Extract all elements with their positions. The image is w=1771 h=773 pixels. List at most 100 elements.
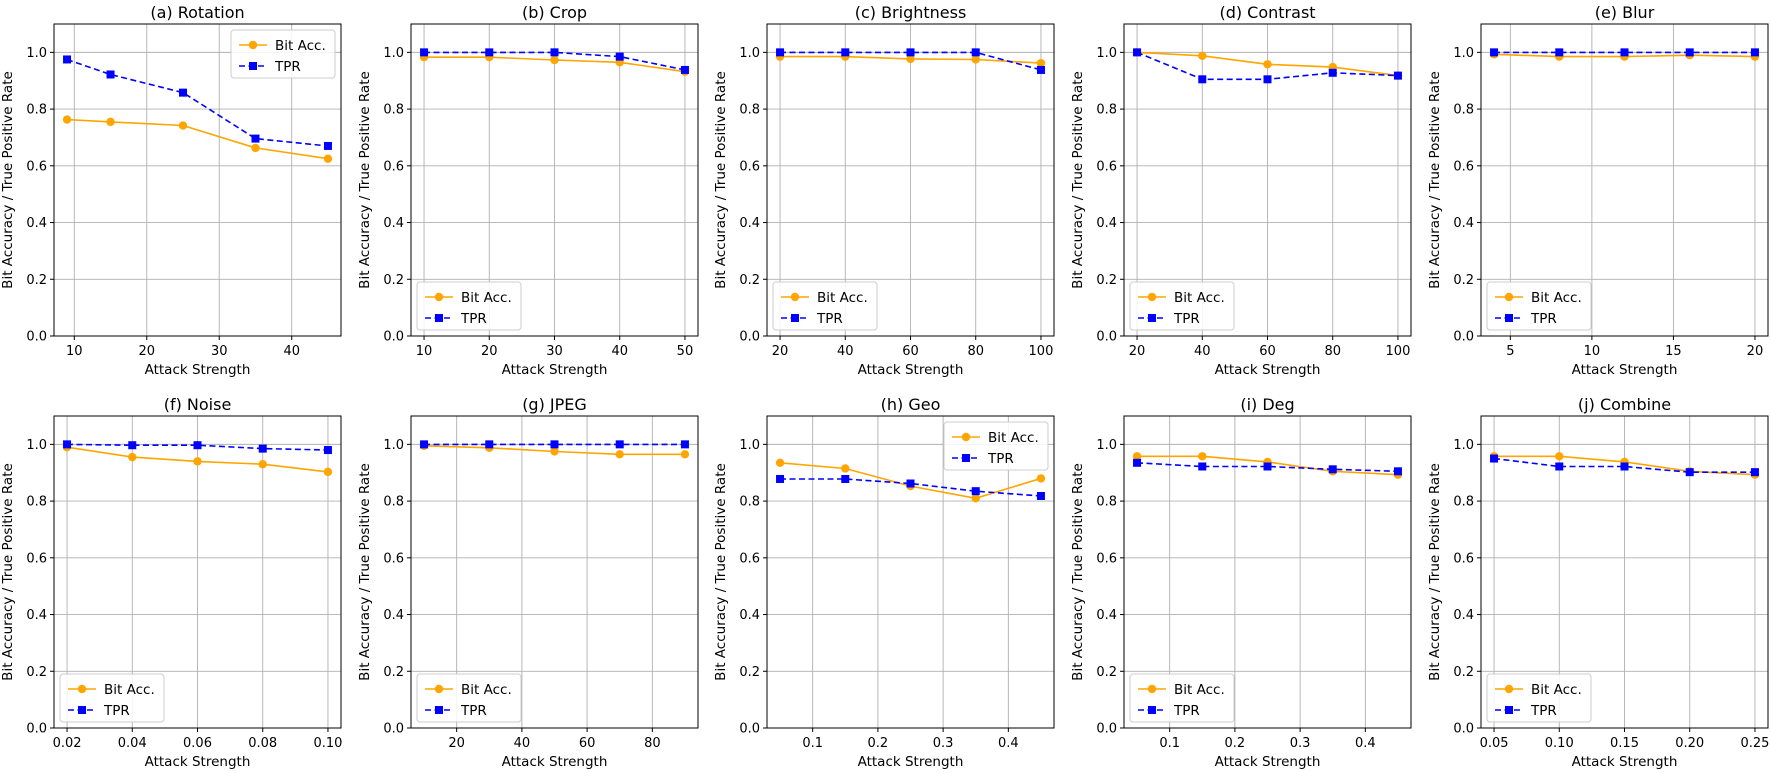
bit-acc-point (971, 494, 980, 503)
tpr-point (1198, 462, 1207, 471)
x-tick-label: 0.10 (1545, 736, 1574, 751)
y-tick-label: 0.2 (383, 665, 404, 680)
y-tick-label: 0.0 (1453, 722, 1474, 737)
y-tick-label: 0.0 (739, 330, 760, 345)
bit-acc-point (1555, 452, 1564, 461)
tpr-point (615, 52, 624, 61)
tpr-legend-label: TPR (460, 703, 487, 719)
tpr-point (128, 441, 137, 450)
y-tick-label: 1.0 (383, 438, 404, 453)
x-axis-label: Attack Strength (502, 754, 608, 770)
y-tick-label: 0.0 (739, 722, 760, 737)
y-tick-label: 1.0 (1453, 438, 1474, 453)
tpr-point (193, 441, 202, 450)
y-axis-label: Bit Accuracy / True Positive Rate (713, 463, 729, 681)
x-axis-label: Attack Strength (145, 754, 251, 770)
x-tick-label: 20 (1747, 344, 1764, 359)
x-axis-label: Attack Strength (858, 362, 964, 378)
x-tick-label: 0.3 (933, 736, 954, 751)
tpr-legend-marker (1505, 706, 1513, 714)
tpr-point (680, 65, 689, 74)
x-axis-label: Attack Strength (502, 362, 608, 378)
y-tick-label: 0.6 (1453, 159, 1474, 174)
x-axis-label: Attack Strength (1215, 362, 1321, 378)
tpr-point (776, 48, 785, 57)
subplot-title: (j) Combine (1578, 395, 1671, 414)
tpr-point (680, 440, 689, 449)
bit-acc-point (1036, 474, 1046, 483)
legend: Bit Acc. TPR (1486, 673, 1592, 723)
x-axis-label: Attack Strength (1572, 754, 1678, 770)
tpr-legend-marker (791, 314, 799, 322)
bit-acc-point (128, 452, 137, 462)
plot-frame (766, 23, 1055, 337)
bit-acc-point (1036, 58, 1046, 68)
x-tick-label: 30 (546, 344, 563, 359)
y-axis-label: Bit Accuracy / True Positive Rate (1427, 463, 1443, 681)
tpr-point (1328, 465, 1337, 474)
y-tick-label: 0.2 (1453, 273, 1474, 288)
tpr-legend-marker (435, 706, 443, 714)
subplot-10: 0.0 0.2 0.4 0.6 0.8 1.0 0.05 0.10 0.15 0.20 0.25 (j… (1427, 395, 1769, 770)
x-axis-label: Attack Strength (1572, 362, 1678, 378)
y-tick-label: 0.4 (739, 216, 760, 231)
bit-acc-point (323, 154, 333, 163)
x-tick-label: 60 (902, 344, 919, 359)
y-tick-label: 0.4 (1096, 216, 1117, 231)
y-tick-label: 1.0 (383, 46, 404, 61)
y-tick-label: 0.2 (739, 273, 760, 288)
x-tick-label: 40 (611, 344, 628, 359)
y-tick-label: 0.8 (1096, 495, 1117, 510)
legend: Bit Acc. TPR (416, 673, 522, 723)
tpr-point (971, 487, 980, 496)
x-tick-label: 30 (211, 344, 228, 359)
x-tick-label: 20 (1129, 344, 1146, 359)
y-tick-label: 0.2 (383, 273, 404, 288)
bit-acc-point (62, 115, 72, 124)
x-tick-label: 10 (1584, 344, 1601, 359)
bit-acc-point (178, 121, 188, 130)
subplot-title: (a) Rotation (150, 3, 244, 22)
y-tick-label: 1.0 (1453, 46, 1474, 61)
y-tick-label: 0.6 (739, 551, 760, 566)
y-tick-label: 0.4 (1453, 216, 1474, 231)
tpr-point (485, 48, 494, 57)
tpr-point (971, 48, 980, 57)
tpr-point (1393, 71, 1402, 80)
bit-acc-point (550, 447, 559, 456)
y-tick-label: 0.0 (26, 722, 47, 737)
subplot-title: (f) Noise (164, 395, 232, 414)
x-tick-label: 0.2 (1225, 736, 1246, 751)
tpr-line (66, 58, 329, 147)
bit-acc-legend-label: Bit Acc. (1531, 290, 1582, 306)
tpr-legend-label: TPR (274, 59, 301, 75)
plot-frame (1123, 23, 1412, 337)
y-axis-label: Bit Accuracy / True Positive Rate (357, 463, 373, 681)
x-tick-label: 80 (967, 344, 984, 359)
bit-acc-point (1198, 452, 1207, 461)
x-tick-label: 40 (837, 344, 854, 359)
tpr-point (420, 48, 429, 57)
y-tick-label: 0.4 (26, 608, 47, 623)
tpr-point (485, 440, 494, 449)
y-tick-label: 1.0 (1096, 438, 1117, 453)
x-tick-label: 0.1 (802, 736, 823, 751)
x-tick-label: 0.04 (118, 736, 147, 751)
bit-acc-legend-label: Bit Acc. (461, 290, 512, 306)
y-tick-label: 0.8 (383, 495, 404, 510)
tpr-point (63, 440, 72, 449)
y-axis-label: Bit Accuracy / True Positive Rate (1070, 71, 1086, 289)
subplot-9: 0.0 0.2 0.4 0.6 0.8 1.0 0.1 0.2 0.3 0.4 (i) Deg Att… (1070, 395, 1412, 770)
tpr-point (1198, 75, 1207, 84)
tpr-legend-marker (1505, 314, 1513, 322)
y-tick-label: 0.8 (739, 495, 760, 510)
y-axis-label: Bit Accuracy / True Positive Rate (1070, 463, 1086, 681)
bit-acc-legend-marker (1147, 292, 1157, 302)
tpr-legend-marker (78, 706, 86, 714)
x-tick-label: 0.15 (1610, 736, 1639, 751)
tpr-point (776, 474, 785, 483)
legend: Bit Acc. TPR (1129, 281, 1235, 331)
y-tick-label: 0.6 (1096, 159, 1117, 174)
bit-acc-point (680, 450, 690, 459)
